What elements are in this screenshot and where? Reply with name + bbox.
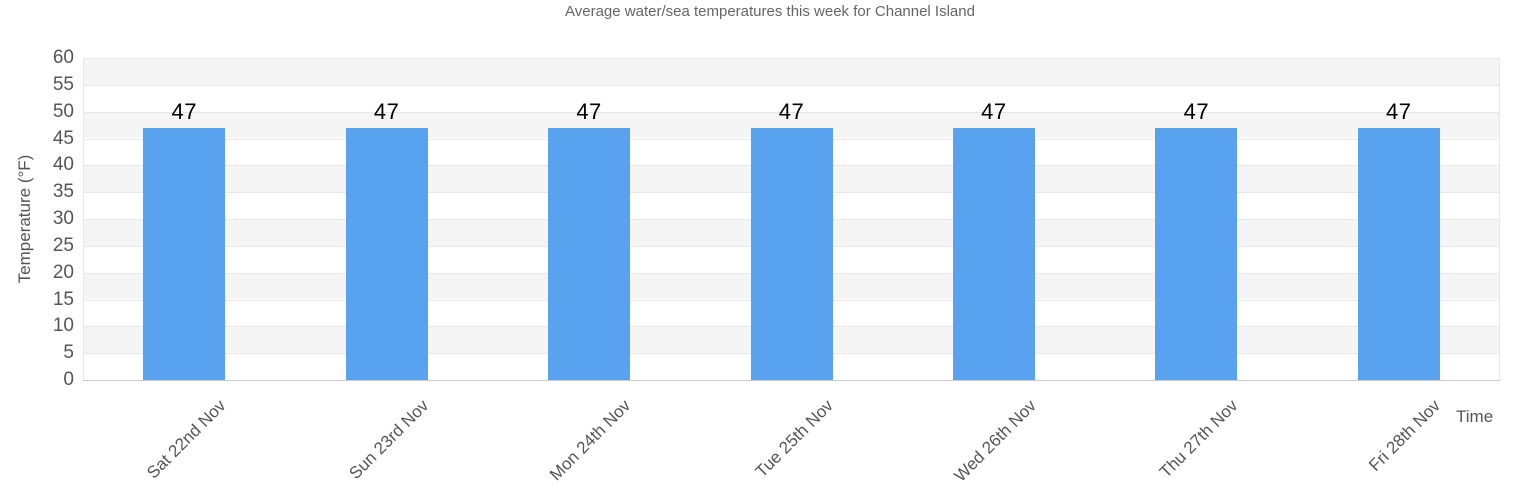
plot-area: 47 47 47 47 47 47 47: [83, 58, 1500, 381]
temperature-bar-tue-25th-nov[interactable]: [750, 127, 833, 380]
plot-border: [83, 58, 84, 380]
gridline: [83, 84, 1500, 86]
x-tick-label: Tue 25th Nov: [751, 396, 837, 482]
gridline: [83, 380, 1500, 381]
gridline: [83, 111, 1500, 113]
temperature-bar-fri-28th-nov[interactable]: [1357, 127, 1440, 380]
gridline: [83, 58, 1500, 59]
x-tick-label: Thu 27th Nov: [1156, 396, 1242, 482]
y-tick-label: 5: [63, 342, 74, 364]
y-tick-label: 55: [52, 73, 74, 95]
x-tick-label: Mon 24th Nov: [546, 396, 635, 485]
y-tick-label: 20: [52, 261, 74, 283]
x-tick-label: Sat 22nd Nov: [143, 396, 230, 483]
x-tick-label: Wed 26th Nov: [949, 396, 1040, 486]
x-tick-label: Sun 23rd Nov: [345, 396, 433, 483]
y-tick-label: 30: [52, 208, 74, 229]
y-tick-label: 0: [63, 369, 74, 390]
temperature-bar-thu-27th-nov[interactable]: [1155, 127, 1238, 380]
bar-value-label: 47: [1183, 98, 1210, 124]
bar-value-label: 47: [778, 98, 805, 124]
bar-value-label: 47: [373, 98, 400, 124]
bar-value-label: 47: [981, 98, 1007, 124]
y-tick-label: 10: [52, 315, 74, 337]
y-tick-label: 40: [52, 154, 74, 176]
bar-value-label: 47: [1386, 98, 1412, 124]
grid-band: [83, 58, 1500, 85]
y-tick-label: 25: [52, 234, 74, 256]
y-tick-label: 15: [52, 288, 74, 310]
temperature-bar-sat-22nd-nov[interactable]: [143, 127, 226, 380]
plot-border: [1499, 58, 1500, 380]
bar-value-label: 47: [171, 98, 197, 124]
temperature-bar-mon-24th-nov[interactable]: [548, 127, 631, 380]
y-tick-label: 45: [52, 127, 74, 149]
temperature-bar-wed-26th-nov[interactable]: [952, 127, 1035, 380]
y-tick-label: 50: [52, 100, 74, 122]
chart-title: Average water/sea temperatures this week…: [565, 3, 975, 20]
x-tick-label: Fri 28th Nov: [1365, 396, 1445, 475]
y-tick-label: 60: [52, 47, 74, 68]
y-tick-label: 35: [52, 181, 74, 203]
bar-value-label: 47: [576, 98, 602, 124]
x-axis-title: Time: [1456, 407, 1494, 426]
temperature-bar-sun-23rd-nov[interactable]: [345, 127, 428, 380]
